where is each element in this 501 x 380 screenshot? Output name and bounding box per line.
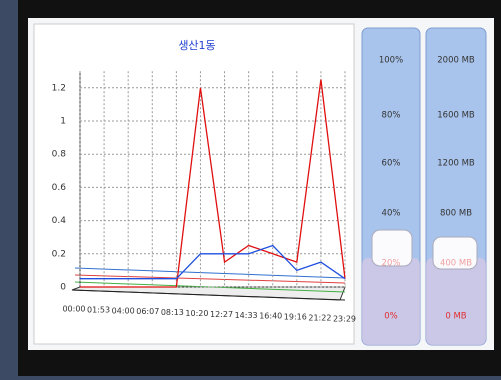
x-tick-label: 04:00: [112, 306, 135, 315]
x-tick-label: 23:29: [333, 314, 356, 323]
x-tick-label: 14:33: [235, 311, 258, 320]
scale-label: 40%: [382, 209, 401, 219]
scale-label: 80%: [382, 111, 401, 121]
y-tick-label: 0.2: [52, 249, 66, 259]
y-tick-label: 1: [60, 117, 66, 127]
scale-label: 100%: [379, 56, 403, 66]
x-tick-label: 19:16: [284, 313, 307, 322]
front-edge: [71, 289, 346, 301]
chart-title: 생산1동: [178, 39, 215, 52]
slider-knob[interactable]: [371, 229, 413, 267]
scale-label: 1200 MB: [437, 159, 475, 169]
floor-line: [74, 267, 346, 279]
x-tick-label: 00:00: [62, 305, 85, 314]
scale-label: 60%: [382, 159, 401, 169]
data-line: [80, 244, 346, 280]
y-tick-label: 0.4: [52, 216, 67, 226]
x-tick-label: 21:22: [308, 314, 331, 323]
x-tick-label: 10:20: [185, 309, 208, 318]
scale-label: 0%: [384, 312, 398, 322]
scale-label: 800 MB: [440, 209, 472, 219]
scale-label: 20%: [382, 259, 401, 269]
y-tick-label: 0.6: [52, 183, 67, 193]
y-tick-label: 0: [60, 283, 66, 293]
scale-label: 2000 MB: [437, 56, 475, 66]
scale-label: 1600 MB: [437, 111, 475, 121]
floor-line: [74, 274, 346, 284]
percent-panel[interactable]: 100% 80% 60% 40% 20% 0%: [361, 27, 421, 346]
scale-label: 0 MB: [445, 312, 466, 322]
x-tick-label: 01:53: [87, 305, 110, 314]
y-tick-label: 1.2: [52, 83, 66, 93]
memory-panel[interactable]: 2000 MB 1600 MB 1200 MB 800 MB 400 MB 0 MB: [425, 27, 487, 346]
x-tick-label: 12:27: [210, 310, 233, 319]
x-tick-label: 08:13: [161, 308, 184, 317]
chart: 생산1동 0 0.2 0.4 0.6 0.8 1 1.2 00:00 01:53 04:00 06:…: [52, 39, 356, 323]
data-line: [80, 79, 346, 288]
x-tick-label: 16:40: [259, 312, 282, 321]
scale-label: 400 MB: [440, 259, 472, 269]
y-tick-label: 0.8: [52, 150, 67, 160]
slider-knob[interactable]: [432, 236, 478, 270]
x-tick-label: 06:07: [136, 307, 159, 316]
